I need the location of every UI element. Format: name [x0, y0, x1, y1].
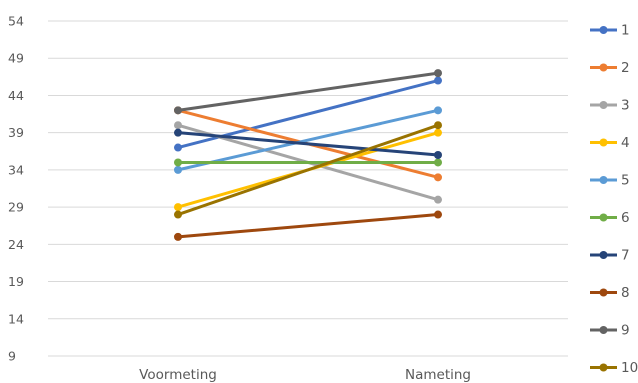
legend-swatch-marker — [599, 363, 608, 372]
legend-item: 3 — [590, 98, 630, 114]
data-point — [434, 151, 442, 159]
legend-item: 8 — [590, 285, 630, 301]
legend-label: 1 — [621, 23, 630, 39]
legend-swatch-marker — [599, 213, 608, 222]
legend-item: 1 — [590, 23, 630, 39]
data-point — [174, 106, 182, 115]
data-point — [434, 69, 442, 78]
series-5 — [174, 106, 442, 174]
legend-swatch-marker — [599, 138, 608, 147]
data-point — [174, 232, 182, 241]
data-point — [434, 195, 442, 204]
y-tick-label: 54 — [8, 14, 24, 29]
series-8 — [174, 210, 442, 241]
legend-item: 2 — [590, 60, 630, 76]
legend-label: 9 — [621, 323, 630, 339]
y-tick-label: 49 — [8, 51, 24, 66]
legend: 1 2 3 4 5 6 7 8 9 10 — [590, 23, 638, 376]
data-point — [174, 121, 182, 130]
y-axis-tick-labels: 9 14 19 24 29 34 39 44 49 54 — [8, 14, 24, 364]
y-tick-label: 39 — [8, 125, 24, 140]
legend-label: 6 — [621, 210, 630, 226]
legend-label: 2 — [621, 60, 630, 76]
series-7 — [174, 128, 442, 159]
data-point — [434, 121, 442, 130]
y-tick-label: 19 — [8, 274, 24, 289]
legend-item: 7 — [590, 248, 630, 264]
series-line — [176, 108, 440, 172]
data-point — [434, 173, 442, 182]
data-point — [434, 158, 442, 167]
y-tick-label: 44 — [8, 88, 24, 103]
legend-swatch-marker — [599, 326, 608, 334]
legend-label: 8 — [621, 285, 630, 301]
data-point — [174, 143, 182, 152]
y-tick-label: 24 — [8, 237, 24, 252]
y-tick-label: 29 — [8, 200, 24, 215]
legend-label: 10 — [621, 360, 638, 376]
data-point — [174, 165, 182, 174]
series-line — [176, 123, 440, 217]
series-6 — [174, 158, 442, 167]
legend-item: 4 — [590, 135, 630, 151]
legend-item: 6 — [590, 210, 630, 226]
legend-label: 7 — [621, 248, 630, 264]
legend-item: 5 — [590, 173, 630, 189]
y-tick-label: 9 — [8, 349, 16, 364]
x-tick-label: Nameting — [405, 367, 471, 383]
x-axis-tick-labels: Voormeting Nameting — [139, 367, 471, 383]
data-point — [434, 128, 442, 137]
legend-item: 10 — [590, 360, 638, 376]
legend-swatch-marker — [599, 288, 608, 297]
legend-label: 5 — [621, 173, 630, 189]
data-point — [174, 210, 182, 219]
y-tick-label: 14 — [8, 311, 24, 326]
data-point — [174, 128, 182, 137]
series-9 — [174, 69, 442, 115]
data-point — [434, 76, 442, 85]
data-point — [434, 210, 442, 219]
legend-swatch-marker — [599, 251, 608, 259]
y-tick-label: 34 — [8, 162, 24, 177]
series-lines — [174, 69, 442, 241]
gridlines — [48, 20, 568, 357]
legend-swatch-marker — [599, 101, 608, 109]
series-line — [176, 131, 440, 157]
data-point — [434, 106, 442, 115]
data-point — [174, 158, 182, 167]
legend-swatch-marker — [599, 63, 608, 72]
series-line — [176, 71, 440, 112]
series-line — [176, 213, 440, 239]
data-point — [174, 203, 182, 212]
legend-label: 3 — [621, 98, 630, 114]
legend-label: 4 — [621, 135, 630, 151]
legend-swatch-marker — [599, 176, 608, 184]
x-tick-label: Voormeting — [139, 367, 217, 383]
series-10 — [174, 121, 442, 219]
legend-swatch-marker — [599, 26, 608, 34]
legend-item: 9 — [590, 323, 630, 339]
